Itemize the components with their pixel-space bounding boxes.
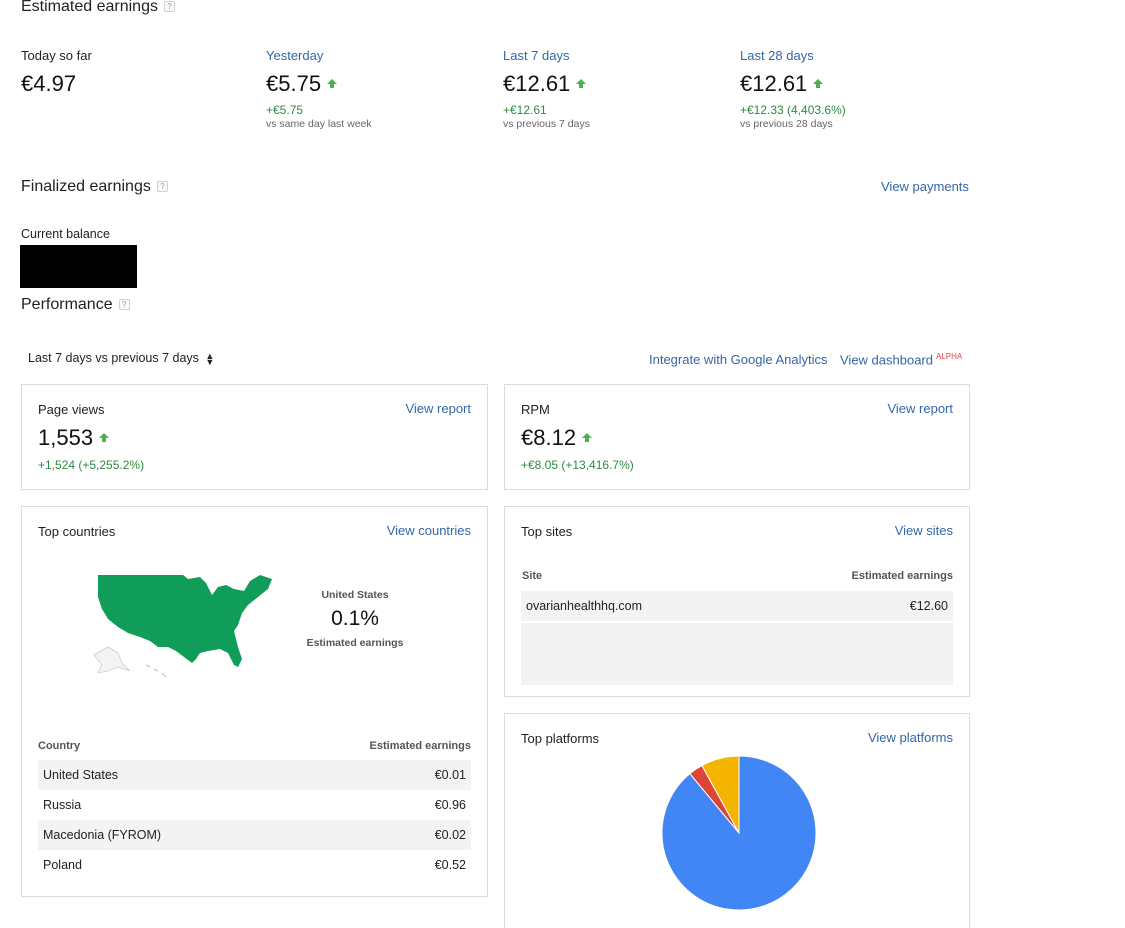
stat-last-7-days[interactable]: Last 7 days €12.61 +€12.61 vs previous 7… <box>503 48 590 130</box>
metric-delta: +€8.05 (+13,416.7%) <box>521 458 634 472</box>
site-name: ovarianhealthhq.com <box>526 599 643 613</box>
us-mainland-shape <box>98 575 272 667</box>
estimated-earnings-title: Estimated earnings? <box>21 0 175 16</box>
balance-redacted <box>20 245 137 288</box>
stat-value: €12.61 <box>740 71 808 96</box>
metric-value: 1,553 <box>38 425 94 450</box>
country-map[interactable] <box>88 567 278 682</box>
alpha-badge: ALPHA <box>936 352 963 361</box>
stat-today: Today so far €4.97 <box>21 48 92 96</box>
country-earnings: €0.96 <box>434 798 466 812</box>
arrow-up-icon <box>813 79 824 88</box>
stat-yesterday[interactable]: Yesterday €5.75 +€5.75 vs same day last … <box>266 48 372 130</box>
map-metric: Estimated earnings <box>306 637 404 649</box>
current-balance-label: Current balance <box>21 227 110 241</box>
metric-value: €8.12 <box>521 425 577 450</box>
column-header-earnings[interactable]: Estimated earnings <box>851 570 953 582</box>
country-earnings: €0.02 <box>434 828 466 842</box>
country-earnings: €0.01 <box>434 768 466 782</box>
metric-delta: +1,524 (+5,255.2%) <box>38 458 145 472</box>
arrow-up-icon <box>327 79 338 88</box>
view-platforms-link[interactable]: View platforms <box>867 730 953 745</box>
arrow-up-icon <box>576 79 587 88</box>
stat-value: €4.97 <box>21 71 77 96</box>
card-title: Top countries <box>38 524 116 539</box>
view-report-link[interactable]: View report <box>887 401 953 416</box>
map-percent: 0.1% <box>331 607 379 630</box>
card-title: Top sites <box>521 524 573 539</box>
view-payments-link[interactable]: View payments <box>881 179 969 194</box>
table-row[interactable]: ovarianhealthhq.com €12.60 <box>521 591 953 621</box>
column-header-site[interactable]: Site <box>522 570 543 582</box>
stat-delta: +€12.33 (4,403.6%) <box>740 103 846 117</box>
page-views-card: Page views View report 1,553 +1,524 (+5,… <box>21 384 488 490</box>
table-row[interactable]: United States €0.01 <box>38 760 471 790</box>
country-name: Russia <box>43 798 82 812</box>
view-sites-link[interactable]: View sites <box>894 523 953 538</box>
top-countries-card: Top countries View countries United Stat… <box>21 506 488 897</box>
country-name: United States <box>43 768 119 782</box>
card-title: RPM <box>521 402 550 417</box>
map-country-name: United States <box>321 589 389 601</box>
help-icon[interactable]: ? <box>163 1 175 13</box>
sort-arrows-icon: ▲ ▼ <box>205 350 215 367</box>
map-tooltip: United States 0.1% Estimated earnings <box>252 589 458 649</box>
table-row[interactable]: Macedonia (FYROM) €0.02 <box>38 820 471 850</box>
column-header-earnings[interactable]: Estimated earnings <box>369 740 471 752</box>
view-countries-link[interactable]: View countries <box>386 523 471 538</box>
stat-comparison: vs same day last week <box>266 118 372 130</box>
country-name: Poland <box>43 858 82 872</box>
table-row[interactable]: Russia €0.96 <box>38 790 471 820</box>
stat-value: €5.75 <box>266 71 322 96</box>
pie-slice[interactable] <box>701 755 740 834</box>
stat-last-28-days[interactable]: Last 28 days €12.61 +€12.33 (4,403.6%) v… <box>740 48 846 130</box>
integrate-analytics-link[interactable]: Integrate with Google Analytics <box>649 352 828 367</box>
column-header-country[interactable]: Country <box>38 740 81 752</box>
hawaii-outline <box>145 664 167 678</box>
view-dashboard-link[interactable]: View dashboard ALPHA <box>840 352 963 368</box>
stat-value: €12.61 <box>503 71 571 96</box>
top-platforms-card: Top platforms View platforms <box>504 713 970 928</box>
stat-comparison: vs previous 7 days <box>503 118 590 130</box>
arrow-up-icon <box>582 433 593 442</box>
card-title: Page views <box>38 402 105 417</box>
help-icon[interactable]: ? <box>118 299 130 311</box>
table-empty-area <box>521 623 953 685</box>
arrow-up-icon <box>99 433 110 442</box>
view-report-link[interactable]: View report <box>405 401 471 416</box>
stat-comparison: vs previous 28 days <box>740 118 833 130</box>
stat-delta: +€5.75 <box>266 103 304 117</box>
performance-title: Performance? <box>21 296 130 314</box>
table-row[interactable]: Poland €0.52 <box>38 850 471 880</box>
country-earnings: €0.52 <box>434 858 466 872</box>
platforms-pie-chart[interactable] <box>660 754 818 912</box>
country-name: Macedonia (FYROM) <box>43 828 162 842</box>
card-title: Top platforms <box>521 731 600 746</box>
stat-delta: +€12.61 <box>503 103 547 117</box>
help-icon[interactable]: ? <box>156 181 168 193</box>
finalized-earnings-title: Finalized earnings? <box>21 178 168 196</box>
site-earnings: €12.60 <box>909 599 948 613</box>
top-sites-card: Top sites View sites Site Estimated earn… <box>504 506 970 697</box>
date-range-select[interactable]: Last 7 days vs previous 7 days ▲ ▼ <box>28 350 215 367</box>
rpm-card: RPM View report €8.12 +€8.05 (+13,416.7%… <box>504 384 970 490</box>
alaska-outline <box>93 646 131 674</box>
